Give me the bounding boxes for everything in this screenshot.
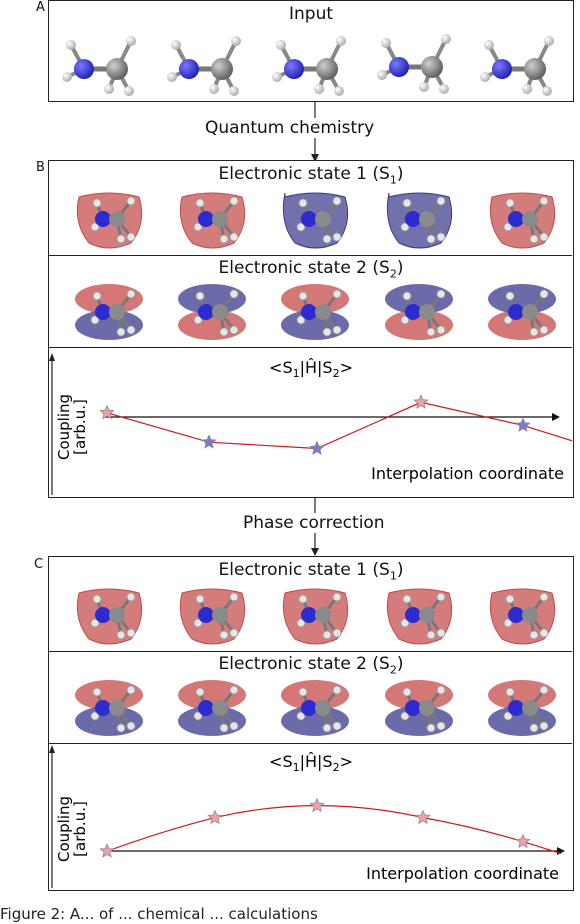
orbital-5 <box>488 284 556 340</box>
c-plot-title: <S1|Ĥ|S2> <box>269 752 353 774</box>
orbital-1 <box>75 284 143 340</box>
orbital-3 <box>282 588 349 645</box>
panel-b: Electronic state 1 (S1) Electronic state… <box>48 160 574 498</box>
c-state2-title: Electronic state 2 (S2) <box>218 654 404 677</box>
orbital-4 <box>385 680 453 736</box>
orbital-3 <box>281 680 349 736</box>
orbital-4 <box>385 284 453 340</box>
c-point-5 <box>515 833 531 849</box>
b-ylabel-1: Coupling <box>55 394 73 460</box>
b-xlabel: Interpolation coordinate <box>371 464 564 483</box>
c-divider-2 <box>49 743 572 744</box>
c-point-2 <box>207 809 223 825</box>
b-ylabel-2: [arb.u.] <box>71 399 89 455</box>
orbital-5 <box>488 680 556 736</box>
b-state2-title: Electronic state 2 (S2) <box>218 258 404 281</box>
c-state2-orbitals <box>75 680 556 736</box>
b-point-3 <box>309 440 325 456</box>
input-molecules <box>62 29 572 99</box>
c-coupling-plot: <S1|Ĥ|S2> Coupling [arb.u.] Interpolatio… <box>49 745 565 888</box>
c-divider-1 <box>49 651 572 652</box>
step-phase-correction: Phase correction <box>241 513 387 533</box>
orbital-4 <box>386 192 453 249</box>
b-point-2 <box>201 434 217 449</box>
orbital-1 <box>76 192 143 249</box>
b-plot-title: <S1|Ĥ|S2> <box>269 358 353 380</box>
orbital-2 <box>179 588 246 645</box>
panel-c: Electronic state 1 (S1) Electronic state… <box>48 556 574 891</box>
b-divider-2 <box>49 347 572 348</box>
c-point-4 <box>415 809 431 825</box>
b-state1-orbitals <box>76 192 556 249</box>
orbital-3 <box>282 192 349 249</box>
orbital-1 <box>75 680 143 736</box>
c-state1-title: Electronic state 1 (S1) <box>218 560 404 583</box>
orbital-2 <box>179 192 246 249</box>
orbital-3 <box>281 284 349 340</box>
orbital-2 <box>178 680 246 736</box>
orbital-1 <box>76 588 143 645</box>
panel-c-label: C <box>34 557 44 572</box>
c-point-3 <box>309 797 325 813</box>
c-series-line <box>106 804 562 855</box>
panel-b-label: B <box>36 160 45 175</box>
c-series <box>99 797 562 858</box>
step-quantum-chemistry: Quantum chemistry <box>203 118 377 138</box>
orbital-5 <box>489 192 556 249</box>
b-state1-title: Electronic state 1 (S1) <box>218 164 404 187</box>
b-point-1 <box>99 404 115 420</box>
b-divider-1 <box>49 255 572 256</box>
b-point-5 <box>515 417 531 432</box>
orbital-2 <box>178 284 246 340</box>
orbital-5 <box>489 588 556 645</box>
panel-a-title: Input <box>288 4 334 24</box>
c-xlabel: Interpolation coordinate <box>366 864 559 883</box>
b-series <box>99 394 572 456</box>
b-coupling-plot: <S1|Ĥ|S2> Coupling [arb.u.] Interpolatio… <box>49 353 572 495</box>
panel-a: Input <box>48 0 574 102</box>
c-point-1 <box>99 843 115 858</box>
b-point-4 <box>413 394 429 409</box>
c-ylabel-2: [arb.u.] <box>71 801 89 857</box>
figure-caption: Figure 2: A... of ... chemical ... calcu… <box>0 905 318 923</box>
c-state1-orbitals <box>76 588 556 645</box>
b-state2-orbitals <box>75 284 556 340</box>
b-series-line <box>106 401 572 450</box>
panel-a-label: A <box>36 0 45 15</box>
orbital-4 <box>386 588 453 645</box>
c-ylabel-1: Coupling <box>55 796 73 862</box>
